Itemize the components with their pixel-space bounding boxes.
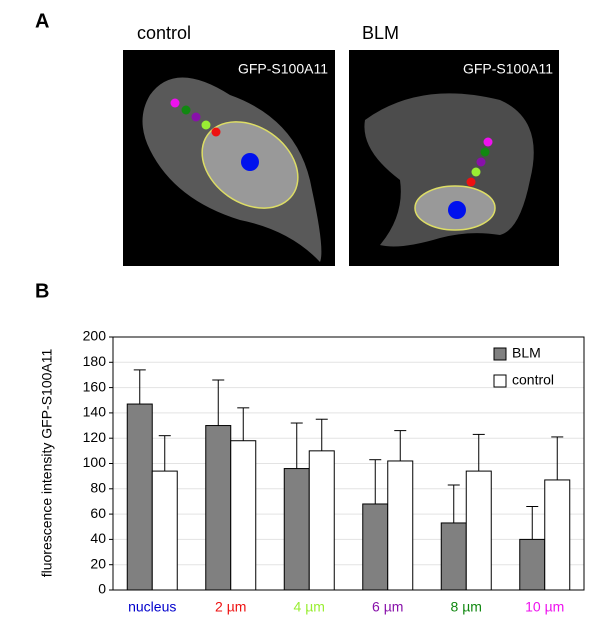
image-title: control: [137, 23, 191, 43]
y-tick-label: 160: [83, 378, 107, 394]
bar: [362, 503, 389, 591]
x-tick-label: 2 µm: [215, 599, 246, 615]
bar: [126, 403, 153, 591]
y-tick-label: 120: [83, 429, 107, 445]
image-label: GFP-S100A11: [238, 61, 328, 77]
x-tick-label: 4 µm: [294, 599, 325, 615]
image-title: BLM: [362, 23, 399, 43]
y-tick-label: 60: [90, 505, 106, 521]
bar: [308, 450, 335, 591]
x-tick-label: 10 µm: [525, 599, 564, 615]
plot-frame: [112, 336, 585, 591]
blm-image: GFP-S100A11: [349, 50, 559, 266]
y-tick-label: 200: [83, 328, 107, 344]
bar: [205, 425, 232, 591]
panel-label: B: [35, 280, 49, 302]
y-tick-label: 80: [90, 480, 106, 496]
bar: [440, 522, 467, 591]
legend-swatch: [493, 374, 507, 388]
y-tick-label: 180: [83, 353, 107, 369]
bar: [230, 440, 257, 591]
x-tick-label: nucleus: [128, 599, 176, 615]
control-image: GFP-S100A11: [123, 50, 335, 266]
y-tick-label: 40: [90, 530, 106, 546]
bar: [465, 470, 492, 591]
legend-label: BLM: [512, 345, 541, 361]
y-tick-label: 20: [90, 555, 106, 571]
bar: [151, 470, 178, 591]
bar: [544, 479, 571, 591]
y-tick-label: 0: [98, 581, 106, 597]
x-tick-label: 6 µm: [372, 599, 403, 615]
x-tick-label: 8 µm: [451, 599, 482, 615]
image-label: GFP-S100A11: [463, 61, 553, 77]
y-tick-label: 100: [83, 454, 107, 470]
legend-label: control: [512, 372, 554, 388]
y-axis-label: fluorescence intensity GFP-S100A11: [39, 349, 55, 578]
panel-label: A: [35, 10, 49, 32]
bar: [283, 468, 310, 591]
legend-swatch: [493, 347, 507, 361]
bar: [519, 538, 546, 591]
bar: [387, 460, 414, 591]
y-tick-label: 140: [83, 404, 107, 420]
